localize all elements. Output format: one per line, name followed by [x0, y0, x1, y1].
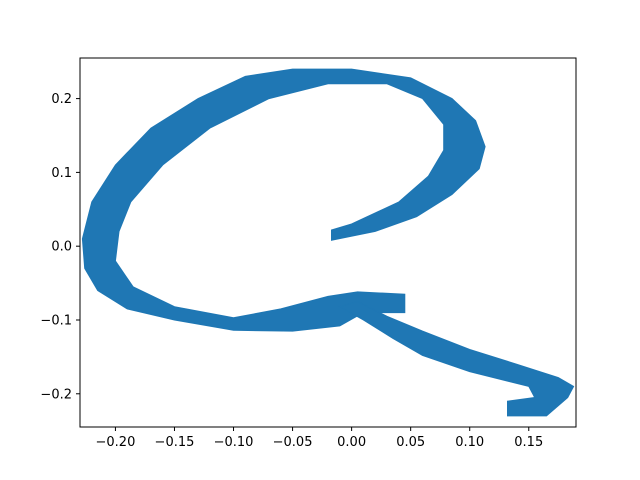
x-tick-label: −0.10 [214, 435, 254, 450]
y-tick-label: 0.2 [51, 92, 72, 107]
y-tick-label: 0.1 [51, 166, 72, 181]
y-tick-label: −0.1 [40, 313, 72, 328]
plot-area [81, 68, 575, 417]
x-tick-label: −0.05 [273, 435, 313, 450]
axes-frame [79, 57, 577, 428]
x-tick-label: 0.15 [514, 435, 543, 450]
x-axis: −0.20 −0.15 −0.10 −0.05 0.00 0.05 0.10 0.15 [96, 427, 543, 450]
x-tick-label: −0.20 [96, 435, 136, 450]
y-tick-label: 0.0 [51, 240, 72, 255]
x-tick-label: 0.05 [396, 435, 425, 450]
shape-tail [338, 300, 575, 417]
x-tick-label: 0.10 [455, 435, 484, 450]
x-tick-label: 0.00 [337, 435, 366, 450]
y-tick-label: −0.2 [40, 387, 72, 402]
x-tick-label: −0.15 [155, 435, 195, 450]
y-axis: −0.2 −0.1 0.0 0.1 0.2 [40, 92, 80, 402]
